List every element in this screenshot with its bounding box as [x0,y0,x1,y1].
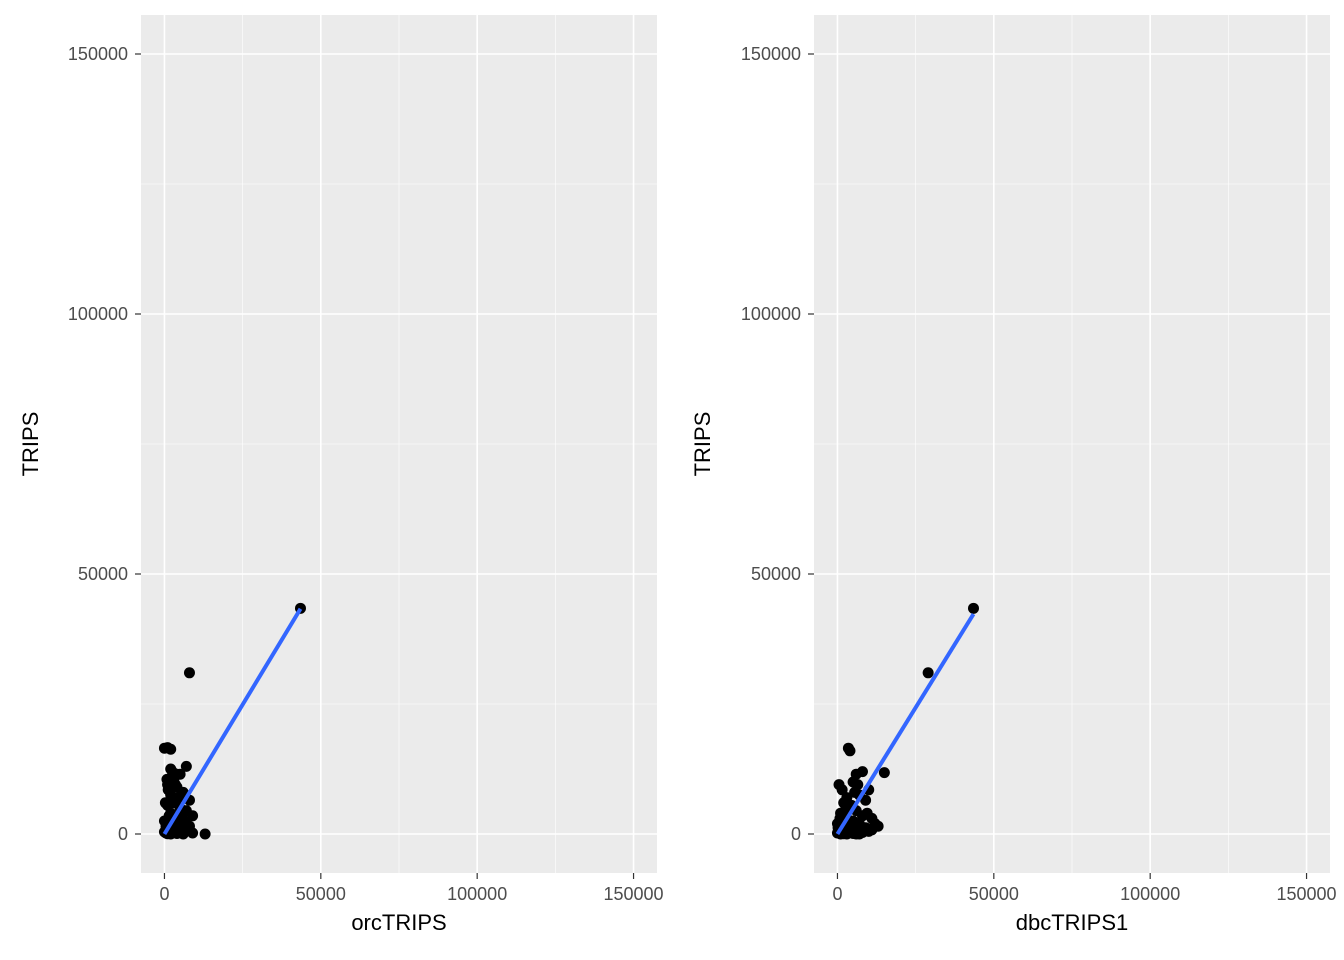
data-point [834,812,846,824]
y-tick-label: 150000 [741,44,801,64]
y-axis-title: TRIPS [18,412,43,477]
y-tick-label: 50000 [751,564,801,584]
data-point [159,797,171,809]
y-axis-title: TRIPS [690,412,715,477]
data-point [179,815,191,827]
data-point [841,828,853,840]
right-panel: 0 50000 100000 150000 0 50000 100000 150000 dbcT… [690,15,1337,935]
data-point [856,766,868,778]
data-point [878,767,890,779]
y-tick-label: 150000 [68,44,128,64]
data-point [180,760,192,772]
x-tick-label: 50000 [296,884,346,904]
x-tick-label: 100000 [1120,884,1180,904]
y-tick-label: 0 [118,824,128,844]
data-point [161,773,173,785]
data-point [162,742,174,754]
data-point [177,828,189,840]
regression-line [835,612,976,836]
x-axis-title: orcTRIPS [351,910,446,935]
y-tick-label: 100000 [68,304,128,324]
regression-line [162,607,303,836]
left-panel: 0 50000 100000 150000 0 50000 100000 150000 orcT… [18,15,664,935]
data-point [165,763,177,775]
x-tick-label: 150000 [1277,884,1337,904]
data-point [844,745,856,757]
x-tick-label: 50000 [969,884,1019,904]
y-tick-label: 100000 [741,304,801,324]
data-point [836,784,848,796]
x-axis-title: dbcTRIPS1 [1016,910,1129,935]
data-point [199,828,211,840]
data-point [922,667,934,679]
data-point [173,792,185,804]
data-point [850,828,862,840]
data-point [967,602,979,614]
y-tick-label: 0 [791,824,801,844]
data-point [860,794,872,806]
x-tick-label: 0 [832,884,842,904]
data-point [162,784,174,796]
x-tick-label: 150000 [604,884,664,904]
data-point [861,807,873,819]
data-point [183,667,195,679]
data-point [187,827,199,839]
data-point [872,820,884,832]
x-tick-label: 100000 [447,884,507,904]
data-point [187,810,199,822]
data-point [852,779,864,791]
y-tick-label: 50000 [78,564,128,584]
x-tick-label: 0 [159,884,169,904]
